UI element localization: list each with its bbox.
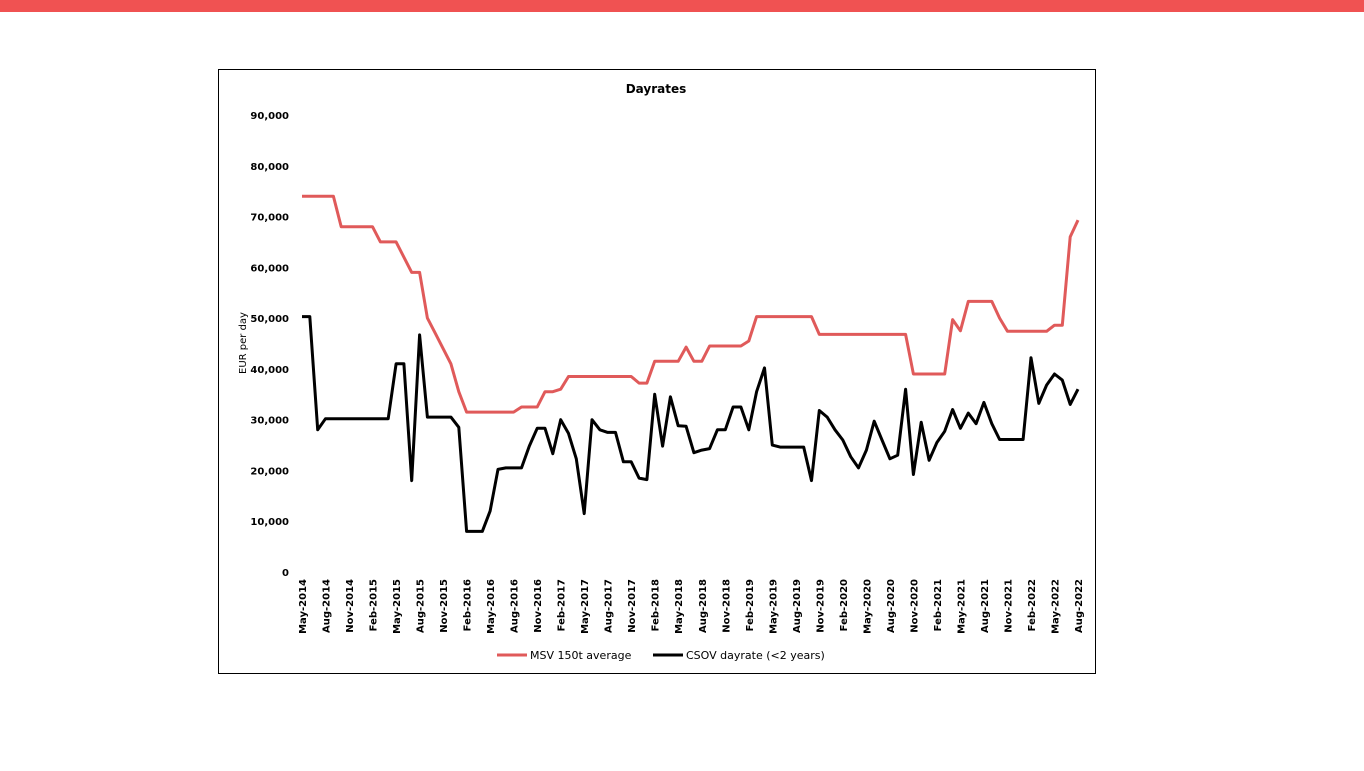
x-tick-label: Aug-2020	[886, 579, 897, 633]
x-tick-label: Nov-2020	[909, 579, 920, 633]
x-tick-label: Feb-2015	[369, 579, 380, 631]
x-tick-label: May-2014	[298, 579, 309, 634]
x-tick-label: May-2022	[1050, 579, 1061, 634]
y-tick-label: 0	[282, 568, 289, 579]
x-tick-label: Aug-2015	[416, 579, 427, 633]
x-tick-label: Feb-2019	[745, 579, 756, 631]
x-tick-label: Feb-2020	[839, 579, 850, 631]
top-bar	[0, 0, 1364, 12]
x-tick-label: Nov-2017	[627, 579, 638, 633]
x-tick-label: Nov-2015	[439, 579, 450, 633]
y-tick-label: 20,000	[250, 466, 289, 477]
y-axis-label: EUR per day	[238, 312, 249, 374]
data-line	[302, 315, 1080, 533]
x-tick-label: Nov-2014	[345, 579, 356, 633]
x-tick-label: Nov-2021	[1003, 579, 1014, 633]
x-tick-label: Nov-2018	[721, 579, 732, 633]
x-tick-label: May-2016	[486, 579, 497, 634]
y-tick-label: 40,000	[250, 365, 289, 376]
x-tick-label: Feb-2017	[557, 579, 568, 631]
y-tick-label: 60,000	[250, 263, 289, 274]
x-tick-label: May-2021	[956, 579, 967, 634]
x-tick-label: Aug-2022	[1074, 579, 1085, 633]
x-tick-label: Feb-2018	[651, 579, 662, 631]
x-tick-label: Aug-2018	[698, 579, 709, 633]
x-tick-label: May-2019	[768, 579, 779, 634]
data-line	[302, 194, 1080, 414]
chart-frame	[218, 69, 1096, 674]
x-tick-label: May-2018	[674, 579, 685, 634]
y-tick-label: 70,000	[250, 213, 289, 224]
y-tick-label: 80,000	[250, 162, 289, 173]
x-tick-label: Nov-2019	[815, 579, 826, 633]
chart-title: Dayrates	[626, 82, 687, 96]
x-tick-label: May-2017	[580, 579, 591, 634]
x-tick-label: Nov-2016	[533, 579, 544, 633]
x-tick-label: Feb-2016	[463, 579, 474, 631]
y-tick-label: 50,000	[250, 314, 289, 325]
legend-label: CSOV dayrate (<2 years)	[686, 649, 825, 662]
y-tick-label: 10,000	[250, 517, 289, 528]
x-tick-label: Feb-2022	[1027, 579, 1038, 631]
x-tick-label: Aug-2014	[322, 579, 333, 633]
y-tick-label: 90,000	[250, 111, 289, 122]
legend-label: MSV 150t average	[530, 649, 632, 662]
x-tick-label: Aug-2021	[980, 579, 991, 633]
y-tick-label: 30,000	[250, 416, 289, 427]
x-tick-label: Feb-2021	[933, 579, 944, 631]
x-tick-label: Aug-2016	[510, 579, 521, 633]
x-tick-label: Aug-2019	[792, 579, 803, 633]
x-tick-label: Aug-2017	[604, 579, 615, 633]
x-tick-label: May-2020	[862, 579, 873, 634]
x-tick-label: May-2015	[392, 579, 403, 634]
